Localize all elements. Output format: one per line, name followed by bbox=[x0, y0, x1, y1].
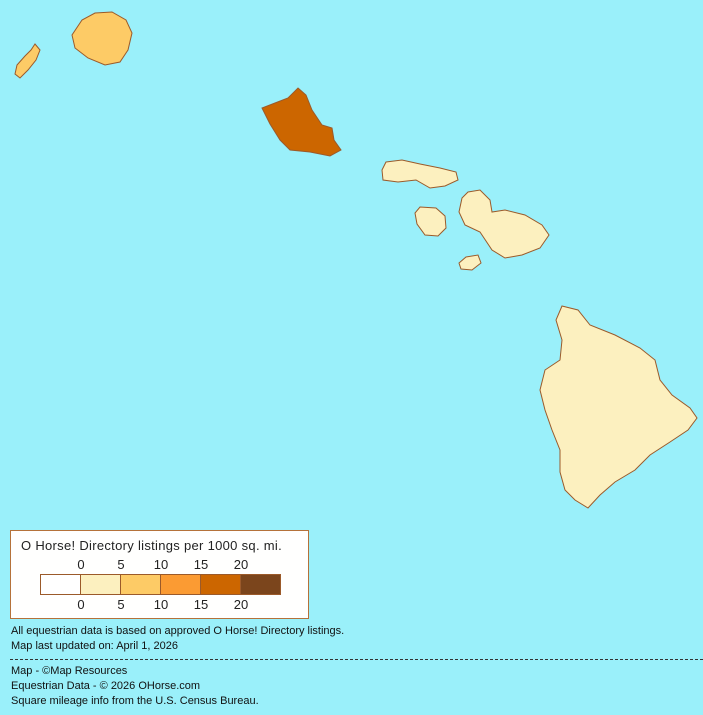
legend-bottom-tick: 20 bbox=[233, 597, 249, 612]
legend-title: O Horse! Directory listings per 1000 sq.… bbox=[21, 538, 283, 553]
island-maui[interactable] bbox=[458, 189, 550, 259]
legend: O Horse! Directory listings per 1000 sq.… bbox=[10, 530, 309, 619]
legend-top-tick: 15 bbox=[193, 557, 209, 572]
island-oahu[interactable] bbox=[261, 87, 342, 157]
island-kahoolawe[interactable] bbox=[458, 254, 482, 271]
island-kauai[interactable] bbox=[71, 11, 133, 66]
legend-bottom-tick: 0 bbox=[77, 597, 85, 612]
updated-note: Map last updated on: April 1, 2026 bbox=[11, 640, 178, 652]
legend-top-tick: 20 bbox=[233, 557, 249, 572]
map-credit: Map - ©Map Resources bbox=[11, 665, 128, 677]
legend-swatch bbox=[161, 575, 201, 594]
hawaii-map bbox=[14, 11, 698, 509]
legend-top-tick: 0 bbox=[77, 557, 85, 572]
census-credit: Square mileage info from the U.S. Census… bbox=[11, 695, 259, 707]
legend-bottom-tick: 15 bbox=[193, 597, 209, 612]
island-hawaii[interactable] bbox=[539, 305, 698, 509]
divider bbox=[10, 659, 703, 660]
legend-swatch bbox=[201, 575, 241, 594]
legend-top-tick: 10 bbox=[153, 557, 169, 572]
legend-top-tick: 5 bbox=[117, 557, 125, 572]
island-lanai[interactable] bbox=[414, 206, 447, 237]
legend-bottom-tick: 5 bbox=[117, 597, 125, 612]
data-basis-note: All equestrian data is based on approved… bbox=[11, 625, 345, 637]
legend-bottom-tick: 10 bbox=[153, 597, 169, 612]
legend-swatch bbox=[81, 575, 121, 594]
legend-swatch bbox=[41, 575, 81, 594]
data-credit: Equestrian Data - © 2026 OHorse.com bbox=[11, 680, 201, 692]
island-molokai[interactable] bbox=[381, 159, 459, 189]
island-niihau[interactable] bbox=[14, 43, 41, 79]
legend-swatch bbox=[121, 575, 161, 594]
legend-swatch bbox=[241, 575, 280, 594]
legend-color-scale bbox=[40, 574, 281, 595]
